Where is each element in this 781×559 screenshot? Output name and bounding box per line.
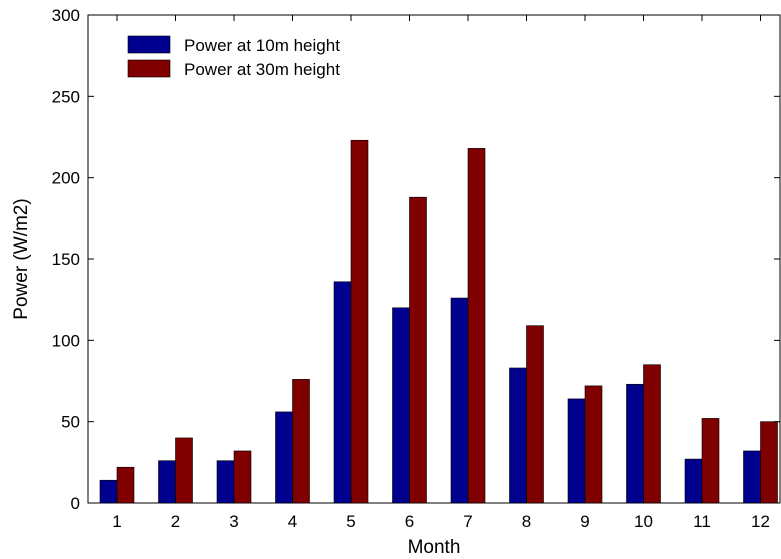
legend: Power at 10m height Power at 30m height [127,35,340,79]
legend-swatch-series1 [127,35,171,54]
y-tick-label: 300 [52,6,80,25]
bar-series2-month-9 [584,385,603,504]
x-tick-label: 9 [580,512,589,531]
y-axis: 0 50 100 150 200 250 300 [52,6,780,513]
bar-series1-month-3 [216,460,235,504]
bar-series2-month-7 [467,148,486,504]
bars-group [99,139,778,504]
bar-series2-month-12 [760,421,778,504]
bar-series2-month-2 [175,437,193,504]
y-tick-label: 200 [52,169,80,188]
bar-series1-month-2 [158,460,176,504]
bar-series2-month-11 [701,418,720,504]
plot-area [87,14,781,504]
bar-series1-month-11 [684,458,703,504]
bar-series1-month-9 [567,398,586,504]
x-tick-label: 10 [634,512,653,531]
bar-series1-month-7 [450,297,469,504]
x-tick-label: 3 [229,512,238,531]
x-tick-label: 12 [751,512,770,531]
bar-series1-month-12 [743,450,761,504]
bar-series1-month-8 [509,367,527,504]
bar-series2-month-1 [116,466,135,504]
bar-series1-month-1 [99,479,118,504]
bar-series2-month-5 [350,139,369,504]
bar-series1-month-6 [392,307,410,504]
bar-series2-month-8 [526,325,544,504]
y-tick-label: 0 [71,494,80,513]
bar-series1-month-5 [333,281,352,504]
bar-series2-month-6 [409,196,427,504]
y-tick-label: 150 [52,250,80,269]
x-axis-title: Month [408,537,461,558]
x-tick-label: 8 [522,512,531,531]
y-tick-label: 250 [52,87,80,106]
x-tick-label: 4 [288,512,297,531]
legend-swatch-series2 [127,59,171,78]
bar-series1-month-4 [275,411,293,504]
y-tick-label: 100 [52,331,80,350]
x-tick-label: 7 [463,512,472,531]
x-tick-label: 11 [693,512,711,531]
bar-series1-month-10 [626,383,644,504]
x-tick-label: 2 [171,512,180,531]
x-tick-label: 6 [405,512,414,531]
y-axis-title: Power (W/m2) [11,198,32,319]
bar-series2-month-10 [643,364,661,504]
legend-label-series1: Power at 10m height [184,36,340,55]
x-tick-label: 1 [112,512,121,531]
y-tick-label: 50 [61,413,80,432]
x-axis: 1 2 3 4 5 6 7 8 9 10 11 12 [112,15,770,531]
legend-label-series2: Power at 30m height [184,60,340,79]
x-tick-label: 5 [346,512,355,531]
bar-series2-month-3 [233,450,252,504]
bar-series2-month-4 [292,379,310,504]
